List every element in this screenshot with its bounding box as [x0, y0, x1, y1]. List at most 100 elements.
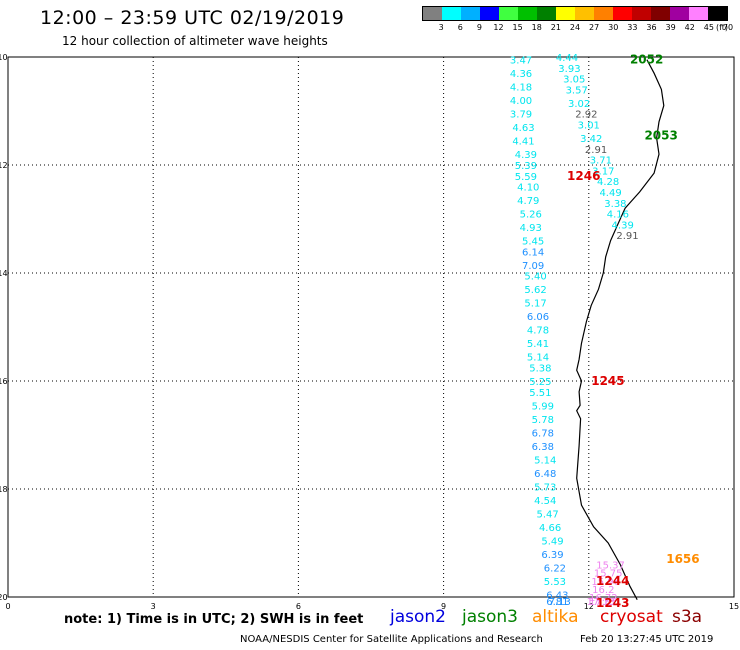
footer-timestamp: Feb 20 13:27:45 UTC 2019 [580, 634, 714, 645]
wave-height-value: 4.63 [512, 123, 534, 134]
scale-label: 30 [608, 23, 619, 32]
wave-height-value: 15.96 [591, 577, 620, 588]
wave-height-value: 3.47 [510, 56, 532, 67]
scale-swatch [423, 7, 442, 20]
wave-height-value: 3.79 [510, 110, 532, 121]
y-tick-label: -20 [0, 593, 8, 602]
wave-height-value: 4.49 [599, 188, 621, 199]
wave-height-value: 5.14 [534, 455, 556, 466]
wave-height-value: 5.73 [534, 482, 556, 493]
satellite-legend-jason3: jason3 [462, 607, 518, 627]
wave-height-value: 2.91 [585, 145, 607, 156]
pass-number-label: 1244 [596, 574, 629, 588]
scale-swatch [575, 7, 594, 20]
scale-label: 24 [569, 23, 581, 32]
wave-height-value: 4.39 [612, 220, 634, 231]
scale-label: 27 [589, 23, 600, 32]
pass-number-label: 1245 [591, 374, 624, 388]
wave-height-value: 3.05 [563, 75, 585, 86]
wave-height-value: 5.53 [544, 577, 566, 588]
wave-height-value: 6.48 [534, 469, 556, 480]
scale-swatch [689, 7, 708, 20]
wave-height-value: 4.79 [517, 196, 539, 207]
coastline-path [576, 59, 665, 600]
scale-swatch [708, 7, 727, 20]
scale-swatch [518, 7, 537, 20]
footer-agency: NOAA/NESDIS Center for Satellite Applica… [240, 634, 543, 645]
y-tick-label: -18 [0, 485, 8, 494]
y-tick-label: -10 [0, 53, 8, 62]
observations-layer: 3.474.364.184.003.794.634.414.395.395.59… [510, 53, 639, 608]
x-tick-label: 0 [5, 602, 10, 611]
satellite-legend-altika: altika [532, 607, 579, 627]
scale-label: 9 [476, 23, 482, 32]
scale-swatch [632, 7, 651, 20]
wave-height-value: 5.49 [541, 536, 563, 547]
wave-height-value: 16.72 [589, 593, 618, 604]
coastline [576, 59, 665, 600]
wave-height-value: 5.59 [515, 172, 537, 183]
wave-height-value: 5.40 [524, 272, 546, 283]
wave-height-value: 3.01 [578, 121, 600, 132]
pass-labels-layer: 2052 2053 1246 1245 1656 1244 1243 [567, 53, 700, 610]
wave-height-value: 5.62 [524, 285, 546, 296]
wave-height-value: 5.41 [527, 339, 549, 350]
y-tick-label: -12 [0, 161, 8, 170]
wave-height-value: 3.57 [566, 85, 588, 96]
scale-swatch [594, 7, 613, 20]
wave-height-value: 6.81 [546, 597, 568, 608]
wave-height-value: 15.37 [596, 561, 625, 572]
wave-height-value: 3.02 [568, 99, 590, 110]
scale-swatch [461, 7, 480, 20]
wave-height-value: 4.28 [597, 177, 619, 188]
wave-height-value: 3.71 [590, 156, 612, 167]
wave-height-value: 5.45 [522, 237, 544, 248]
wave-height-value: 5.39 [515, 161, 537, 172]
x-tick-label: 15 [729, 602, 739, 611]
pass-number-label: 2053 [644, 128, 677, 142]
scale-swatch [499, 7, 518, 20]
wave-height-value: 3.93 [558, 64, 580, 75]
wave-height-value: 5.38 [529, 364, 551, 375]
color-scale-bar [422, 6, 728, 21]
scale-label: 21 [550, 23, 561, 32]
scale-label: 6 [457, 23, 463, 32]
wave-height-value: 6.43 [546, 590, 568, 601]
wave-height-value: 4.10 [517, 183, 539, 194]
scale-swatch [651, 7, 670, 20]
wave-height-value: 4.66 [539, 523, 561, 534]
page-title: 12:00 – 23:59 UTC 02/19/2019 [40, 7, 345, 29]
map-axes: 0 3 6 9 12 15 -10 -12 -14 -16 -18 -20 [0, 53, 739, 611]
satellite-legend-jason2: jason2 [390, 607, 446, 627]
x-tick-label: 6 [296, 602, 301, 611]
scale-label: 45 [703, 23, 714, 32]
wave-height-value: 4.00 [510, 96, 532, 107]
wave-height-value: 6.06 [527, 312, 549, 323]
wave-height-value: 4.44 [556, 53, 578, 64]
wave-height-value: 5.25 [529, 377, 551, 388]
wave-height-value: 6.14 [522, 247, 544, 258]
wave-height-value: 7.09 [522, 261, 544, 272]
color-scale-legend: 3 6 9 12 15 18 21 24 27 30 33 36 39 42 45 70 (ft) [422, 6, 734, 33]
scale-label: 18 [531, 23, 542, 32]
wave-height-value: 4.41 [512, 137, 534, 148]
wave-height-value: 15.75 [594, 569, 623, 580]
wave-height-value: 3.17 [592, 166, 614, 177]
wave-height-value: 4.54 [534, 496, 556, 507]
wave-height-value: 4.36 [510, 69, 532, 80]
scale-swatch [442, 7, 461, 20]
scale-swatch [537, 7, 556, 20]
wave-height-value: 5.78 [532, 415, 554, 426]
wave-height-value: 6.22 [544, 563, 566, 574]
scale-unit: (ft) [715, 23, 729, 32]
pass-number-label: 1243 [596, 596, 629, 610]
satellite-legend-cryosat: cryosat [600, 607, 663, 627]
wave-height-value: 2.91 [616, 231, 638, 242]
wave-height-value: 17.13 [587, 597, 616, 608]
scale-label: 12 [493, 23, 504, 32]
color-scale-labels: 3 6 9 12 15 18 21 24 27 30 33 36 39 42 45 70 (ft) [422, 21, 734, 33]
wave-height-value: 3.42 [580, 134, 602, 145]
wave-height-value: 6.78 [532, 428, 554, 439]
scale-swatch [670, 7, 689, 20]
